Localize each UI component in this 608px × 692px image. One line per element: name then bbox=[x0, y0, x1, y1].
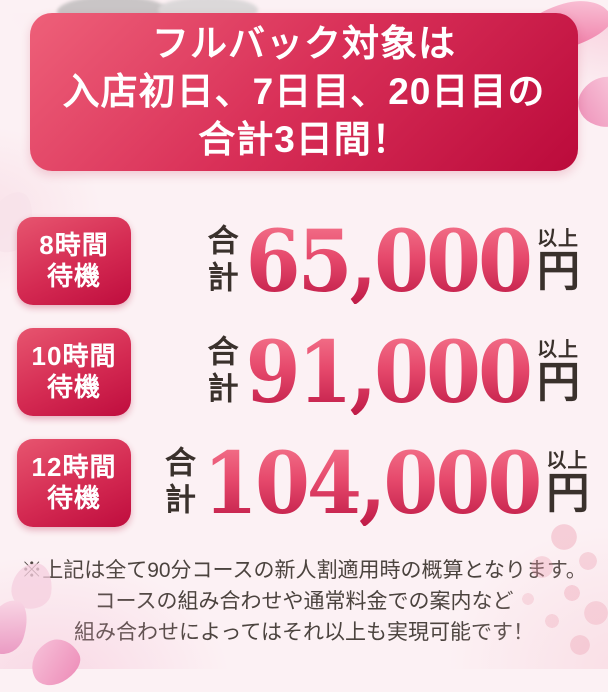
total-label: 合計 bbox=[202, 335, 238, 409]
total-label: 合計 bbox=[160, 446, 195, 520]
earnings-row-10h: 10時間 待機 合計 91,000 以上 円 bbox=[17, 328, 592, 416]
wait-time-badge-12h: 12時間 待機 bbox=[17, 439, 131, 527]
unit-or-more-label: 以上 bbox=[546, 450, 589, 472]
amount-value: 104,000 bbox=[203, 432, 542, 534]
unit-yen-label: 円 bbox=[537, 359, 580, 407]
amount-value: 65,000 bbox=[245, 210, 533, 312]
badge-hours-label: 8時間 bbox=[39, 230, 109, 260]
earnings-row-8h: 8時間 待機 合計 65,000 以上 円 bbox=[17, 217, 592, 305]
amount-value: 91,000 bbox=[245, 321, 533, 423]
disclaimer-note: ※上記は全て90分コースの新人割適用時の概算となります。 コースの組み合わせや通… bbox=[0, 555, 608, 648]
banner-line-3: 合計3日間！ bbox=[198, 119, 410, 160]
disclaimer-line-1: ※上記は全て90分コースの新人割適用時の概算となります。 bbox=[21, 559, 587, 582]
badge-standby-label: 待機 bbox=[46, 261, 101, 291]
unit-yen-label: 円 bbox=[537, 248, 580, 296]
unit-yen-label: 円 bbox=[546, 470, 590, 518]
wait-time-badge-8h: 8時間 待機 bbox=[17, 217, 131, 305]
disclaimer-line-3: 組み合わせによってはそれ以上も実現可能です！ bbox=[74, 621, 534, 644]
unit-or-more-label: 以上 bbox=[537, 339, 579, 361]
unit-block: 以上 円 bbox=[537, 339, 580, 405]
unit-or-more-label: 以上 bbox=[537, 228, 579, 250]
total-label: 合計 bbox=[202, 224, 238, 298]
unit-block: 以上 円 bbox=[546, 450, 589, 516]
badge-standby-label: 待機 bbox=[46, 483, 101, 513]
wait-time-badge-10h: 10時間 待機 bbox=[17, 328, 131, 416]
badge-standby-label: 待機 bbox=[46, 372, 101, 402]
headline-banner: フルバック対象は 入店初日、7日目、20日目の 合計3日間！ bbox=[30, 13, 578, 171]
disclaimer-line-2: コースの組み合わせや通常料金での案内など bbox=[94, 590, 514, 613]
badge-hours-label: 12時間 bbox=[31, 452, 117, 482]
row-values: 合計 104,000 以上 円 bbox=[131, 440, 601, 525]
earnings-rows: 8時間 待機 合計 65,000 以上 円 10時間 待機 合計 91,000 … bbox=[0, 217, 608, 527]
unit-block: 以上 円 bbox=[537, 228, 580, 294]
earnings-row-12h: 12時間 待機 合計 104,000 以上 円 bbox=[17, 439, 592, 527]
row-values: 合計 65,000 以上 円 bbox=[131, 218, 592, 303]
banner-line-1: フルバック対象は bbox=[152, 23, 456, 64]
banner-line-2: 入店初日、7日目、20日目の bbox=[62, 71, 546, 112]
row-values: 合計 91,000 以上 円 bbox=[131, 329, 592, 414]
badge-hours-label: 10時間 bbox=[31, 341, 117, 371]
